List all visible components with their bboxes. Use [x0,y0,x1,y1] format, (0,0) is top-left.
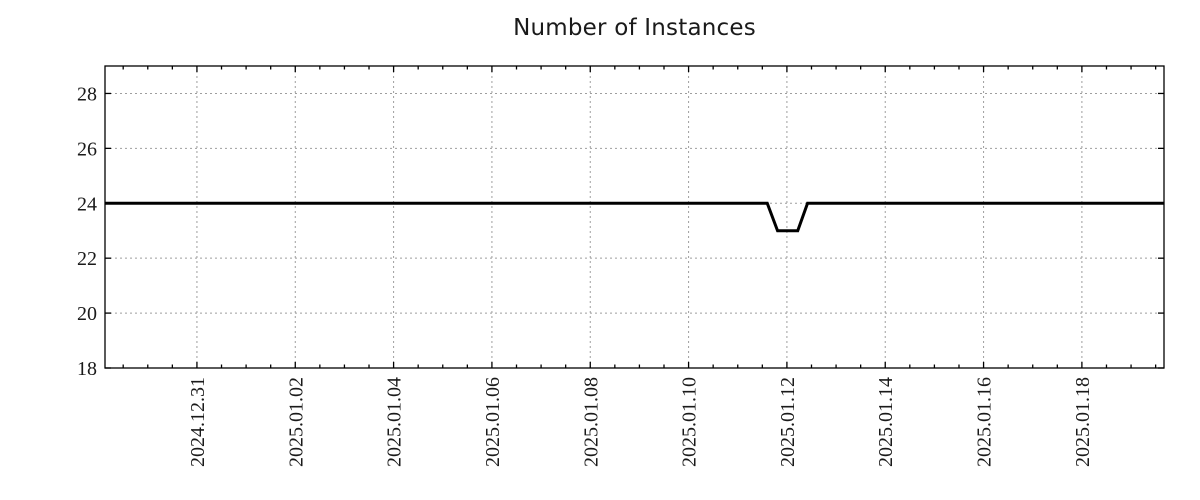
plot-frame [104,65,1165,369]
y-tick-label: 26 [77,138,97,160]
x-tick-labels: 2024.12.31 2025.01.02 2025.01.04 2025.01.06… [187,377,1094,467]
x-tick-label: 2025.01.10 [679,377,701,467]
x-tick-label: 2024.12.31 [187,377,209,467]
x-tick-label: 2025.01.08 [580,377,602,467]
x-tick-label: 2025.01.18 [1072,377,1094,467]
y-tick-label: 20 [77,303,97,325]
y-tick-label: 18 [77,358,97,380]
data-line-instances [105,201,1164,233]
x-tick-label: 2025.01.12 [777,377,799,467]
x-tick-label: 2025.01.06 [482,377,504,467]
axis-ticks [105,66,1164,369]
series-line [105,201,1164,233]
y-tick-labels: 18 20 22 24 26 28 [77,83,97,380]
chart-title: Number of Instances [513,15,756,41]
x-tick-label: 2025.01.04 [384,377,406,467]
x-tick-label: 2025.01.14 [875,377,897,467]
x-tick-label: 2025.01.16 [974,377,996,467]
y-tick-label: 24 [77,193,97,215]
x-tick-label: 2025.01.02 [285,377,307,467]
frame-border [104,65,1165,369]
y-tick-label: 22 [77,248,97,270]
y-tick-label: 28 [77,83,97,105]
gridlines [105,66,1164,369]
